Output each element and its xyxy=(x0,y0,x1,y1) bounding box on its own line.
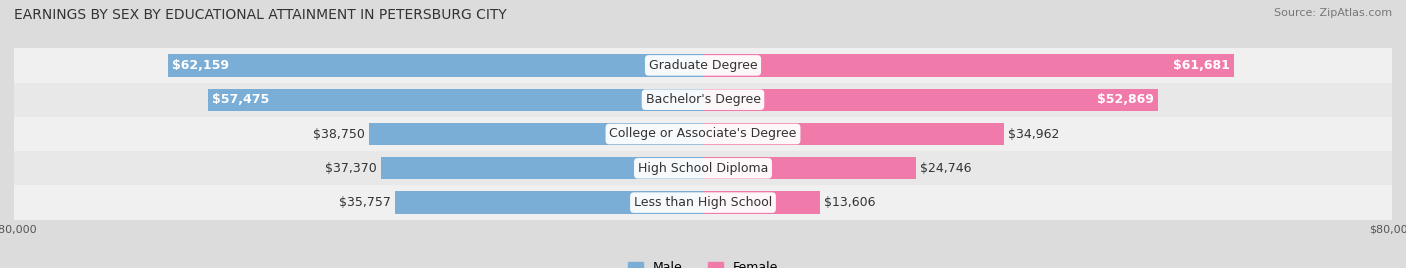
Bar xyxy=(167,54,703,77)
Legend: Male, Female: Male, Female xyxy=(623,256,783,268)
Text: $57,475: $57,475 xyxy=(212,93,270,106)
Text: $61,681: $61,681 xyxy=(1173,59,1230,72)
Text: Graduate Degree: Graduate Degree xyxy=(648,59,758,72)
Bar xyxy=(14,117,1392,151)
Bar xyxy=(14,48,1392,83)
Bar xyxy=(703,123,1004,145)
Bar xyxy=(14,151,1392,185)
Bar xyxy=(703,88,1159,111)
Text: $24,746: $24,746 xyxy=(921,162,972,175)
Text: Source: ZipAtlas.com: Source: ZipAtlas.com xyxy=(1274,8,1392,18)
Bar xyxy=(208,88,703,111)
Text: $34,962: $34,962 xyxy=(1008,128,1060,140)
Text: Less than High School: Less than High School xyxy=(634,196,772,209)
Bar xyxy=(703,54,1234,77)
Text: $62,159: $62,159 xyxy=(172,59,229,72)
Text: College or Associate's Degree: College or Associate's Degree xyxy=(609,128,797,140)
Text: $37,370: $37,370 xyxy=(325,162,377,175)
Text: $13,606: $13,606 xyxy=(824,196,876,209)
Text: $38,750: $38,750 xyxy=(314,128,366,140)
Text: High School Diploma: High School Diploma xyxy=(638,162,768,175)
Text: $52,869: $52,869 xyxy=(1097,93,1154,106)
Bar xyxy=(703,191,820,214)
Bar xyxy=(703,157,917,180)
Text: $35,757: $35,757 xyxy=(339,196,391,209)
Text: Bachelor's Degree: Bachelor's Degree xyxy=(645,93,761,106)
Bar xyxy=(14,185,1392,220)
Bar xyxy=(370,123,703,145)
Text: EARNINGS BY SEX BY EDUCATIONAL ATTAINMENT IN PETERSBURG CITY: EARNINGS BY SEX BY EDUCATIONAL ATTAINMEN… xyxy=(14,8,506,22)
Bar xyxy=(14,83,1392,117)
Bar xyxy=(381,157,703,180)
Bar xyxy=(395,191,703,214)
